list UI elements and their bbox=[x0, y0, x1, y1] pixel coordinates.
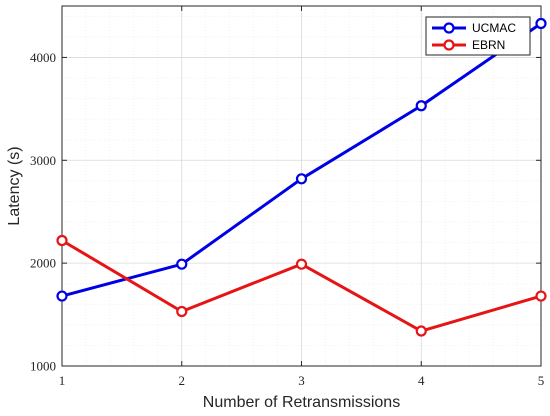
x-axis-ticks: 1 2 3 4 5 bbox=[59, 6, 545, 388]
y-tick-label: 1000 bbox=[30, 359, 56, 374]
data-point-ucmac bbox=[295, 173, 308, 185]
legend-label: EBRN bbox=[472, 38, 505, 52]
y-axis-title: Latency (s) bbox=[6, 146, 23, 225]
data-point-ebrn bbox=[176, 305, 188, 318]
data-point-ucmac bbox=[415, 100, 427, 112]
y-tick-label: 4000 bbox=[30, 50, 56, 65]
series-layer bbox=[56, 17, 547, 337]
x-tick-label: 5 bbox=[538, 373, 545, 388]
y-axis-ticks: 1000 2000 3000 4000 bbox=[30, 50, 541, 374]
legend-marker bbox=[443, 39, 455, 51]
data-point-ebrn bbox=[535, 290, 547, 302]
legend-box bbox=[425, 16, 531, 56]
y-tick-label: 3000 bbox=[30, 153, 56, 168]
x-tick-label: 4 bbox=[418, 373, 425, 388]
legend-label: UCMAC bbox=[472, 21, 516, 35]
x-tick-label: 2 bbox=[179, 373, 186, 388]
x-tick-label: 3 bbox=[298, 373, 305, 388]
data-point-ucmac bbox=[535, 17, 547, 30]
data-point-ucmac bbox=[176, 258, 188, 270]
legend: UCMAC EBRN bbox=[425, 16, 531, 56]
data-point-ebrn bbox=[295, 258, 308, 270]
legend-item-ebrn: EBRN bbox=[432, 38, 505, 52]
series-ebrn bbox=[56, 234, 547, 337]
legend-item-ucmac: UCMAC bbox=[432, 21, 516, 35]
y-tick-label: 2000 bbox=[30, 256, 56, 271]
data-point-ebrn bbox=[56, 234, 68, 247]
data-point-ucmac bbox=[56, 290, 68, 302]
x-tick-label: 1 bbox=[59, 373, 66, 388]
x-axis-title: Number of Retransmissions bbox=[203, 394, 400, 411]
data-point-ebrn bbox=[415, 325, 427, 337]
series-ucmac bbox=[56, 17, 547, 302]
legend-marker bbox=[443, 22, 455, 34]
